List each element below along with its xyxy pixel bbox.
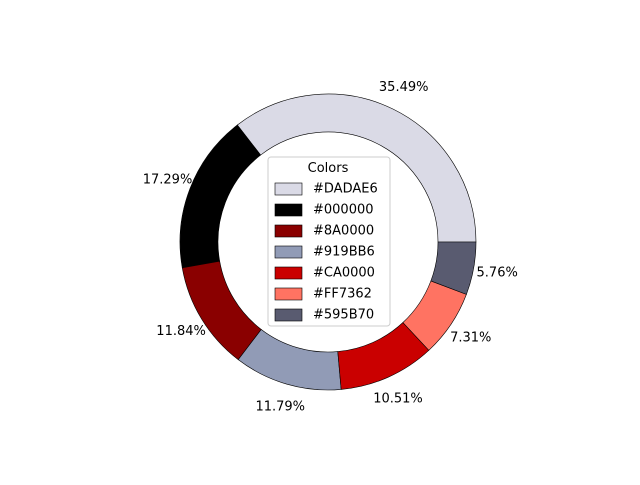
slice-0 <box>236 93 477 243</box>
legend-title: Colors <box>308 161 349 176</box>
legend-swatch-6 <box>274 308 303 322</box>
legend-frame <box>267 156 391 327</box>
percent-label-2: 11.84% <box>156 324 206 339</box>
legend: Colors #DADAE6 #000000 #8A0000 #919BB6 #CA00… <box>267 156 391 327</box>
percent-label-5: 7.31% <box>450 330 491 345</box>
legend-swatch-1 <box>274 203 303 217</box>
legend-swatch-2 <box>274 224 303 238</box>
legend-label-5: #FF7362 <box>313 287 372 302</box>
percent-label-3: 11.79% <box>255 400 305 415</box>
percent-label-6: 5.76% <box>477 265 518 280</box>
slice-6 <box>430 241 477 295</box>
percent-label-1: 17.29% <box>143 173 193 188</box>
legend-label-2: #8A0000 <box>313 224 374 239</box>
percent-label-4: 10.51% <box>373 392 423 407</box>
legend-label-1: #000000 <box>313 203 374 218</box>
legend-label-3: #919BB6 <box>313 245 375 260</box>
percent-label-0: 35.49% <box>379 80 429 95</box>
legend-swatch-3 <box>274 245 303 259</box>
percent-labels-layer: 35.49% 17.29% 11.84% 11.79% 10.51% 7.31% 5.76% <box>143 80 518 415</box>
legend-swatch-0 <box>274 182 303 196</box>
slices-layer <box>179 93 477 391</box>
legend-swatch-4 <box>274 266 303 280</box>
slice-1 <box>179 124 262 269</box>
legend-label-0: #DADAE6 <box>313 182 378 197</box>
legend-label-4: #CA0000 <box>313 266 375 281</box>
legend-swatch-5 <box>274 287 303 301</box>
legend-label-6: #595B70 <box>313 308 374 323</box>
